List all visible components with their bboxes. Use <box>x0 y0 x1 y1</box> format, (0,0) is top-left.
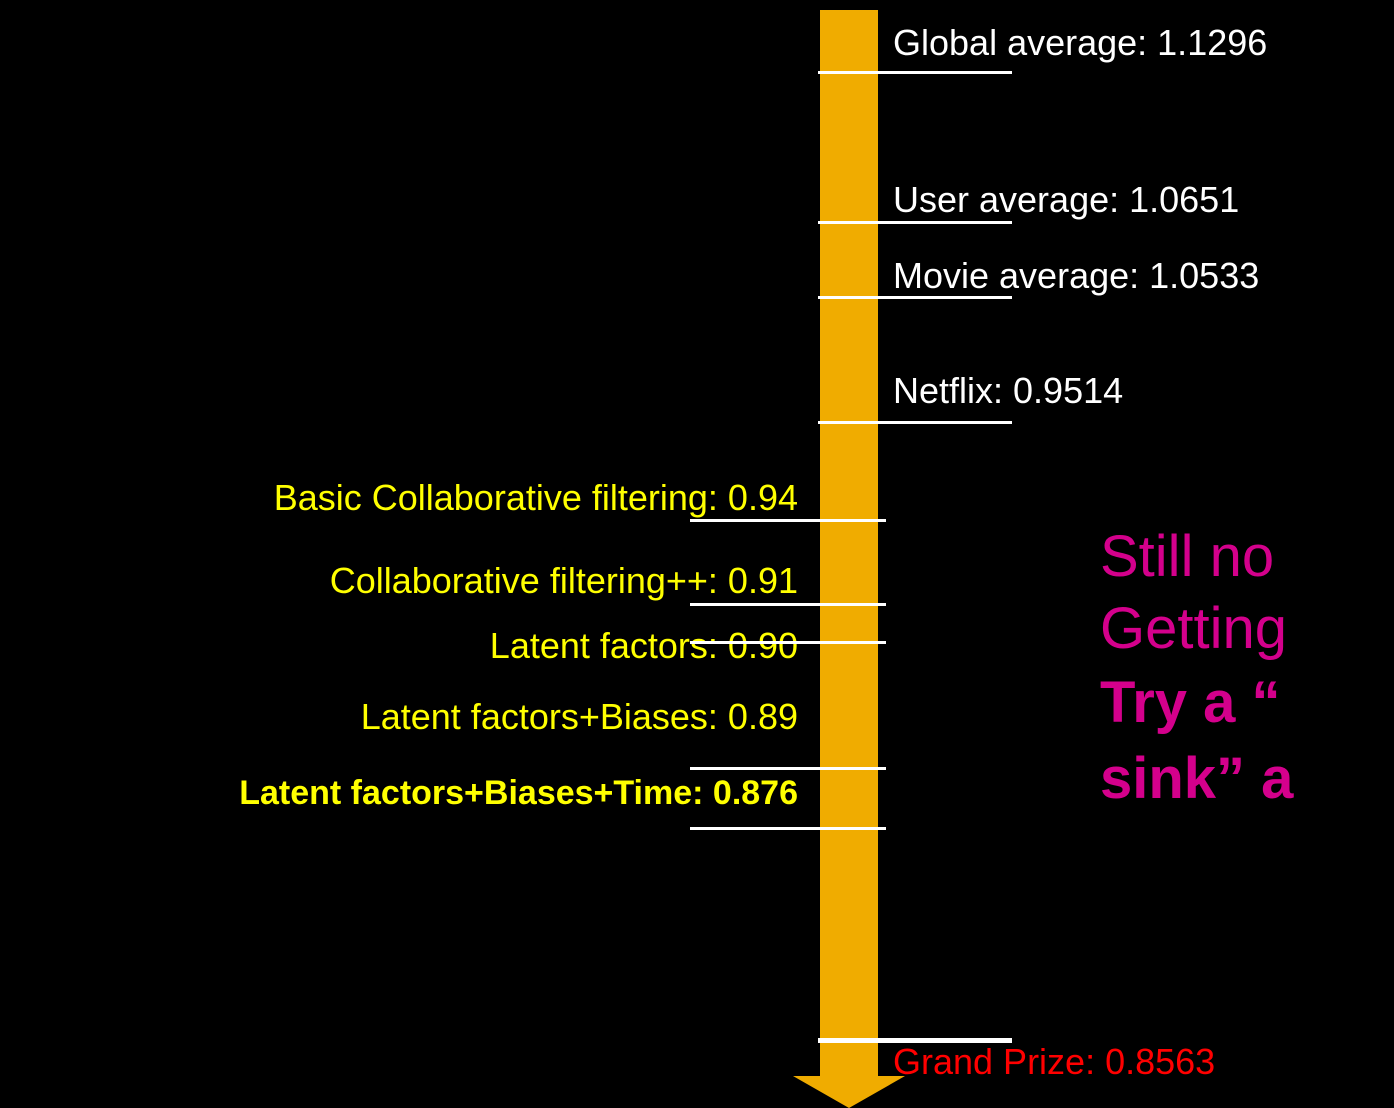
method-label: Collaborative filtering++: 0.91 <box>329 560 798 601</box>
method-label: Latent factors: 0.90 <box>489 625 798 666</box>
underline <box>818 296 1012 299</box>
method-label: Latent factors+Biases+Time: 0.876 <box>239 774 798 812</box>
message-line: Getting <box>1100 596 1287 661</box>
underline <box>690 603 886 606</box>
arrow-shaft <box>820 10 878 1076</box>
underline <box>690 767 886 770</box>
underline <box>818 221 1012 224</box>
underline <box>690 827 886 830</box>
message-line: Still no <box>1100 524 1275 589</box>
underline <box>818 1038 1012 1043</box>
benchmark-label: Netflix: 0.9514 <box>893 370 1124 411</box>
method-label: Basic Collaborative filtering: 0.94 <box>273 477 798 518</box>
benchmark-label: Grand Prize: 0.8563 <box>893 1041 1216 1082</box>
benchmark-label: Global average: 1.1296 <box>893 22 1268 63</box>
underline <box>690 519 886 522</box>
arrow-head <box>793 1076 905 1108</box>
message-line: Try a “ <box>1100 670 1281 735</box>
message-line: sink” a <box>1100 746 1294 811</box>
underline <box>818 71 1012 74</box>
method-label: Latent factors+Biases: 0.89 <box>360 696 798 737</box>
underline <box>818 421 1012 424</box>
underline <box>690 641 886 644</box>
benchmark-label: User average: 1.0651 <box>893 179 1240 220</box>
benchmark-label: Movie average: 1.0533 <box>893 255 1260 296</box>
